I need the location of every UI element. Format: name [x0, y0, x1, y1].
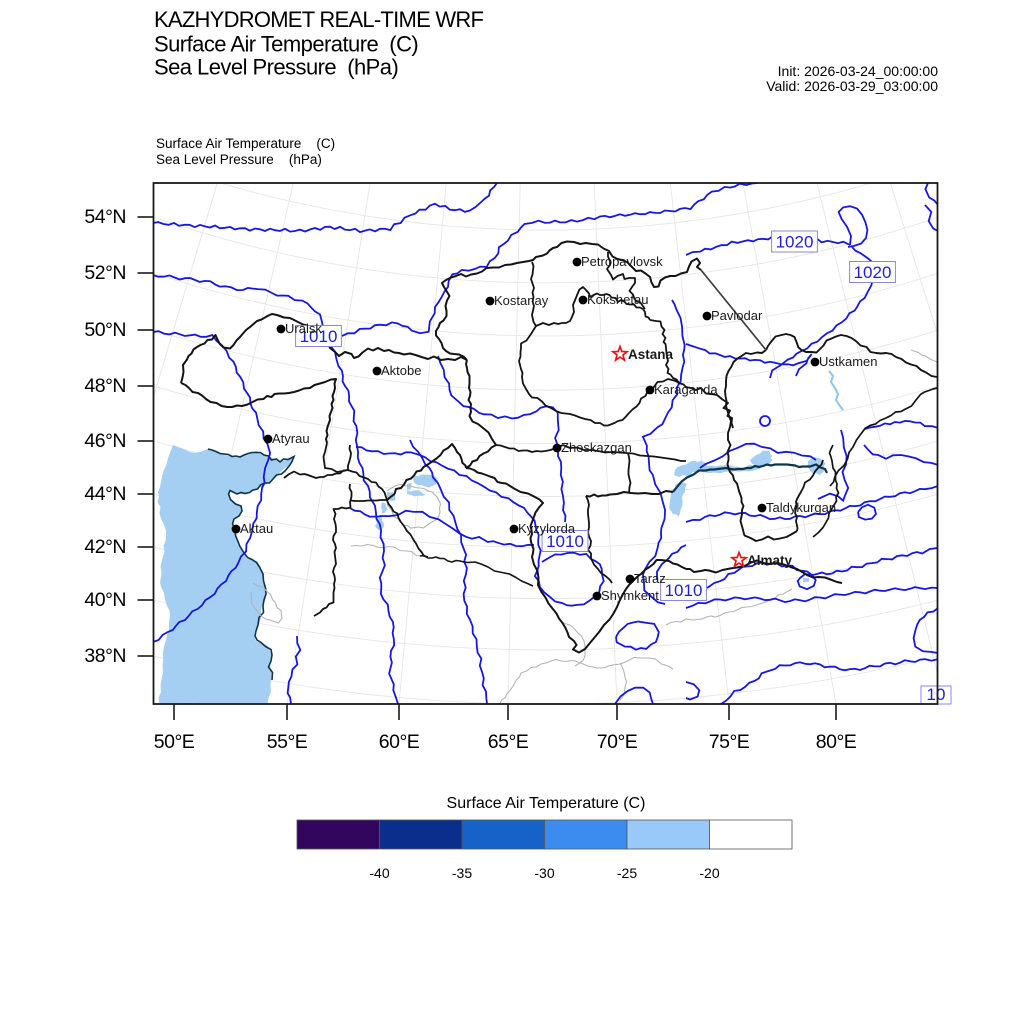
svg-text:Surface Air Temperature (C): Surface Air Temperature (C)	[156, 136, 335, 151]
svg-text:70°E: 70°E	[597, 731, 638, 753]
svg-text:Aktau: Aktau	[240, 521, 273, 536]
svg-text:75°E: 75°E	[709, 731, 750, 753]
svg-text:KAZHYDROMET REAL-TIME WRF: KAZHYDROMET REAL-TIME WRF	[154, 7, 484, 32]
svg-text:-30: -30	[534, 865, 554, 881]
svg-text:65°E: 65°E	[488, 731, 529, 753]
svg-text:50°N: 50°N	[84, 319, 126, 341]
svg-text:52°N: 52°N	[84, 262, 126, 284]
svg-text:Kostanay: Kostanay	[494, 293, 549, 308]
svg-text:1010: 1010	[300, 327, 338, 346]
svg-text:Surface Air Temperature (C): Surface Air Temperature (C)	[154, 32, 418, 57]
svg-text:40°N: 40°N	[84, 589, 126, 611]
svg-text:Init: 2026-03-24_00:00:00: Init: 2026-03-24_00:00:00	[778, 63, 939, 79]
svg-text:Taldykurgan: Taldykurgan	[766, 500, 836, 515]
svg-text:-20: -20	[699, 865, 719, 881]
svg-text:Zheskazgan: Zheskazgan	[561, 440, 632, 455]
svg-text:Kyzylorda: Kyzylorda	[518, 521, 576, 536]
svg-text:Shymkent: Shymkent	[601, 588, 659, 603]
svg-text:42°N: 42°N	[84, 536, 126, 558]
svg-text:Almaty: Almaty	[747, 553, 793, 568]
svg-text:60°E: 60°E	[379, 731, 420, 753]
svg-text:Pavlodar: Pavlodar	[711, 308, 763, 323]
svg-text:Valid: 2026-03-29_03:00:00: Valid: 2026-03-29_03:00:00	[766, 78, 938, 94]
svg-text:54°N: 54°N	[84, 206, 126, 228]
svg-text:55°E: 55°E	[267, 731, 308, 753]
svg-text:1010: 1010	[665, 581, 703, 600]
svg-text:Ustkamen: Ustkamen	[819, 354, 878, 369]
svg-text:Karaganda: Karaganda	[654, 382, 718, 397]
svg-text:44°N: 44°N	[84, 483, 126, 505]
svg-text:Uralsk: Uralsk	[285, 321, 322, 336]
svg-text:-25: -25	[617, 865, 637, 881]
svg-text:80°E: 80°E	[816, 731, 857, 753]
svg-text:46°N: 46°N	[84, 430, 126, 452]
svg-text:48°N: 48°N	[84, 375, 126, 397]
svg-text:Sea Level Pressure (hPa): Sea Level Pressure (hPa)	[154, 55, 398, 80]
svg-text:10: 10	[927, 685, 946, 704]
svg-text:Aktobe: Aktobe	[381, 363, 421, 378]
svg-text:1010: 1010	[546, 532, 584, 551]
svg-text:Taraz: Taraz	[634, 571, 666, 586]
svg-text:1020: 1020	[776, 233, 814, 252]
svg-text:Kokshetau: Kokshetau	[587, 292, 648, 307]
svg-text:-35: -35	[452, 865, 472, 881]
svg-text:1020: 1020	[854, 263, 892, 282]
svg-text:Surface Air Temperature (C): Surface Air Temperature (C)	[447, 795, 646, 812]
svg-text:Petropavlovsk: Petropavlovsk	[581, 254, 663, 269]
svg-text:-40: -40	[369, 865, 389, 881]
svg-text:38°N: 38°N	[84, 645, 126, 667]
svg-text:Atyrau: Atyrau	[272, 431, 310, 446]
svg-text:Sea Level Pressure (hPa): Sea Level Pressure (hPa)	[156, 152, 322, 167]
svg-text:Astana: Astana	[628, 347, 674, 362]
svg-text:50°E: 50°E	[154, 731, 195, 753]
